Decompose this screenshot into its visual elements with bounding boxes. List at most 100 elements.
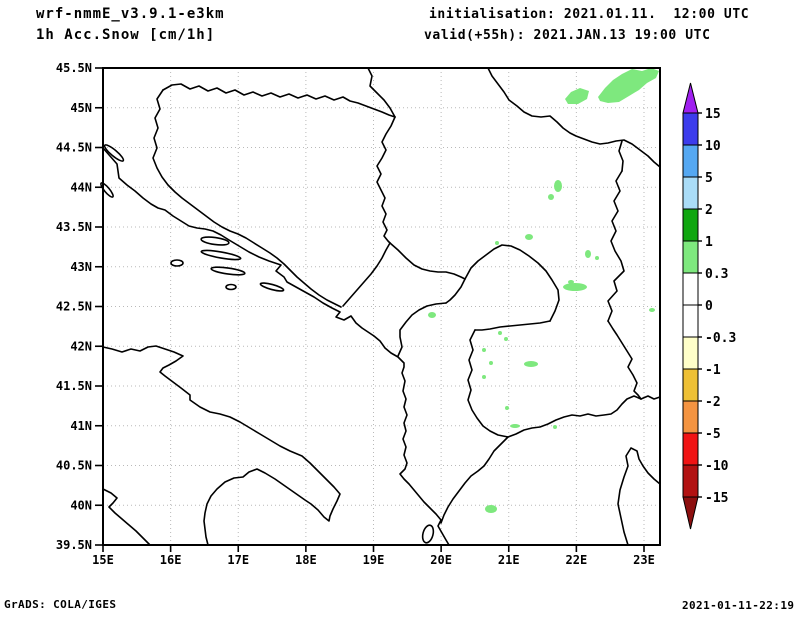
snow-spot-11 bbox=[504, 337, 508, 341]
snow-spot-17 bbox=[510, 424, 520, 428]
border-croatia-bosnia-dinaric bbox=[152, 89, 342, 308]
colorbar-label-0.3: 0.3 bbox=[705, 267, 728, 282]
lat-label-42.5N: 42.5N bbox=[56, 300, 92, 314]
border-kosovo-northeast bbox=[464, 244, 560, 322]
island-vis bbox=[170, 259, 184, 267]
colorbar-label-10: 10 bbox=[705, 139, 721, 154]
colorbar-cell-9 bbox=[682, 400, 699, 434]
lon-label-15E: 15E bbox=[92, 553, 114, 567]
island-dugi-otok bbox=[100, 182, 114, 198]
border-serbia-romania bbox=[487, 67, 661, 168]
colorbar-cell-3 bbox=[682, 208, 699, 242]
island-lastovo bbox=[225, 283, 237, 291]
colorbar-arrow-up bbox=[682, 82, 699, 114]
valid-time: valid(+55h): 2021.JAN.13 19:00 UTC bbox=[424, 28, 711, 43]
coastline-calabria bbox=[102, 488, 151, 546]
snow-spot-3 bbox=[495, 241, 499, 245]
island-korcula bbox=[210, 266, 246, 276]
colorbar-cell-4 bbox=[682, 240, 699, 274]
colorbar-label--0.3: -0.3 bbox=[705, 331, 736, 346]
snow-spot-2 bbox=[525, 234, 533, 240]
lat-label-45N: 45N bbox=[70, 101, 92, 115]
border-macedonia-greece bbox=[507, 395, 642, 438]
snow-spot-9 bbox=[428, 312, 436, 318]
coastline-greece-se bbox=[617, 447, 661, 546]
grads-credit: GrADS: COLA/IGES bbox=[4, 598, 117, 611]
snow-patch-poly-2 bbox=[565, 88, 589, 104]
colorbar-label-1: 1 bbox=[705, 235, 713, 250]
lat-label-43.5N: 43.5N bbox=[56, 220, 92, 234]
snow-shading-layer bbox=[428, 68, 659, 513]
coastline-italy-adriatic bbox=[102, 345, 341, 546]
colorbar-cell-11 bbox=[682, 464, 699, 498]
colorbar-cell-1 bbox=[682, 144, 699, 178]
border-danube-croatia-serbia bbox=[367, 67, 396, 118]
snow-spot-0 bbox=[554, 180, 562, 192]
coastline-adriatic-east bbox=[102, 147, 450, 546]
axis-labels: 45.5N 45N 44.5N 44N 43.5N 43N 42.5N 42N 41.5N 41N… bbox=[56, 61, 655, 567]
lon-label-21E: 21E bbox=[498, 553, 520, 567]
colorbar-label--15: -15 bbox=[705, 491, 728, 506]
border-macedonia-albania bbox=[467, 329, 509, 438]
border-sava bbox=[162, 83, 396, 118]
island-brac bbox=[200, 236, 230, 246]
lon-label-17E: 17E bbox=[227, 553, 249, 567]
border-serbia-macedonia bbox=[474, 320, 551, 331]
colorbar-label--2: -2 bbox=[705, 395, 721, 410]
title-variable: 1h Acc.Snow [cm/1h] bbox=[36, 27, 216, 43]
snow-spot-5 bbox=[595, 256, 599, 260]
snow-spot-6 bbox=[568, 280, 574, 284]
lat-label-44N: 44N bbox=[70, 180, 92, 194]
lon-label-19E: 19E bbox=[363, 553, 385, 567]
border-kosovo-west bbox=[445, 278, 466, 304]
island-hvar bbox=[200, 249, 242, 261]
snow-patch-poly-1 bbox=[598, 68, 659, 103]
border-timok bbox=[618, 140, 624, 172]
border-bosnia-montenegro bbox=[342, 242, 391, 307]
island-pag bbox=[103, 144, 125, 162]
colorbar-arrow-down bbox=[682, 496, 699, 530]
lat-label-40.5N: 40.5N bbox=[56, 459, 92, 473]
colorbar-cell-2 bbox=[682, 176, 699, 210]
colorbar-cell-5 bbox=[682, 272, 699, 306]
lat-label-39.5N: 39.5N bbox=[56, 538, 92, 552]
colorbar-cell-0 bbox=[682, 112, 699, 146]
coastlines-borders-layer bbox=[100, 67, 661, 546]
colorbar-label--1: -1 bbox=[705, 363, 721, 378]
plot-timestamp: 2021-01-11-22:19 bbox=[682, 599, 795, 612]
island-corfu bbox=[421, 524, 435, 544]
lat-label-44.5N: 44.5N bbox=[56, 141, 92, 155]
colorbar-label-2: 2 bbox=[705, 203, 713, 218]
snow-spot-15 bbox=[482, 375, 486, 379]
snow-spot-18 bbox=[553, 425, 557, 429]
lat-label-41.5N: 41.5N bbox=[56, 379, 92, 393]
plot-frame bbox=[102, 67, 661, 546]
snow-spot-10 bbox=[498, 331, 502, 335]
colorbar-cell-8 bbox=[682, 368, 699, 402]
lat-label-45.5N: 45.5N bbox=[56, 61, 92, 75]
lat-label-42N: 42N bbox=[70, 339, 92, 353]
lon-label-18E: 18E bbox=[295, 553, 317, 567]
snow-spot-4 bbox=[585, 250, 591, 258]
border-greece-bulgaria bbox=[640, 395, 661, 400]
lon-label-16E: 16E bbox=[160, 553, 182, 567]
graticule bbox=[103, 68, 660, 545]
colorbar-label--10: -10 bbox=[705, 459, 729, 474]
colorbar-cell-6 bbox=[682, 304, 699, 338]
lat-label-43N: 43N bbox=[70, 260, 92, 274]
lat-label-41N: 41N bbox=[70, 419, 92, 433]
colorbar-cell-7 bbox=[682, 336, 699, 370]
lon-label-20E: 20E bbox=[430, 553, 452, 567]
lat-label-40N: 40N bbox=[70, 498, 92, 512]
snow-spot-7 bbox=[563, 283, 587, 291]
border-albania-greece bbox=[440, 436, 509, 524]
colorbar: 15 10 5 2 1 0.3 0 -0.3 -1 -2 -5 -10 -15 bbox=[682, 82, 736, 530]
snow-spot-13 bbox=[489, 361, 493, 365]
axis-ticks bbox=[95, 67, 645, 552]
title-model: wrf-nmmE_v3.9.1-e3km bbox=[36, 6, 225, 22]
snow-spot-12 bbox=[482, 348, 486, 352]
border-macedonia-bulgaria bbox=[607, 320, 642, 400]
snow-spot-1 bbox=[548, 194, 554, 200]
